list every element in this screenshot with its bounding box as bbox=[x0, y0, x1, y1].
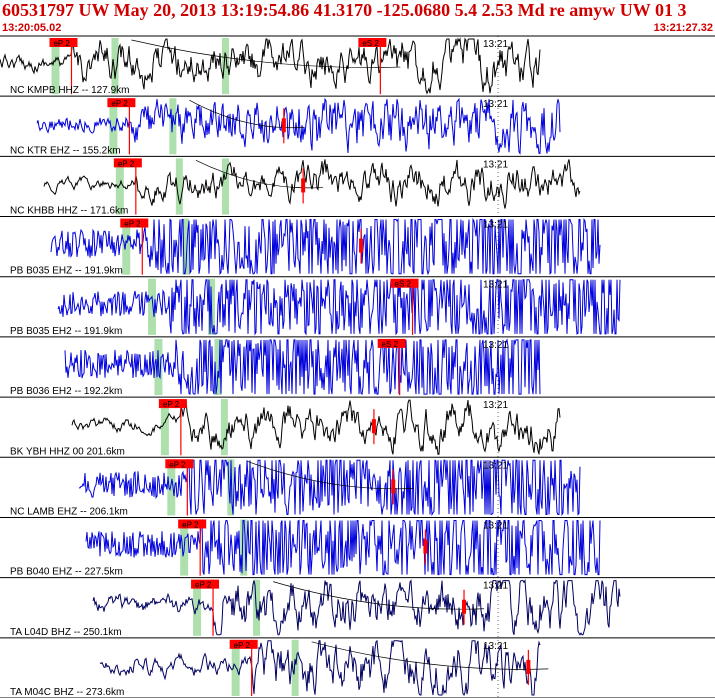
station-label: NC LAMB EHZ -- 206.1km bbox=[10, 506, 128, 517]
p-pick-flag bbox=[49, 38, 78, 47]
p-pick-label: eP 2 bbox=[111, 99, 128, 108]
waveform-trace bbox=[64, 338, 541, 395]
event-header-title: 60531797 UW May 20, 2013 13:19:54.86 41.… bbox=[2, 0, 687, 20]
s-pick-marker bbox=[423, 539, 428, 554]
station-label: BK YBH HHZ 00 201.6km bbox=[10, 446, 125, 457]
p-pick-label: eP 2 bbox=[53, 39, 70, 48]
time-tick-label: 13:21 bbox=[483, 641, 508, 652]
station-label: NC KMPB HHZ -- 127.9km bbox=[10, 85, 129, 96]
start-time-label: 13:20:05.02 bbox=[2, 22, 62, 34]
p-pick-label: eP 2 bbox=[195, 581, 212, 590]
coda-window bbox=[291, 639, 299, 696]
coda-window bbox=[214, 338, 222, 396]
time-tick-label: 13:21 bbox=[483, 400, 508, 411]
coda-fit-curve bbox=[195, 160, 324, 189]
s-pick-marker bbox=[391, 479, 396, 494]
p-window bbox=[109, 98, 118, 155]
waveform-trace bbox=[92, 578, 621, 636]
p-pick-flag bbox=[107, 98, 136, 108]
time-tick-label: 13:21 bbox=[483, 460, 508, 471]
p-window bbox=[115, 158, 124, 215]
p-pick-label: eP 2 bbox=[118, 159, 135, 168]
coda-window bbox=[182, 218, 190, 275]
p-window bbox=[51, 38, 60, 95]
time-tick-label: 13:21 bbox=[483, 39, 508, 50]
p-window bbox=[231, 639, 240, 696]
s-pick-flag bbox=[390, 278, 419, 288]
s-pick-marker bbox=[359, 238, 364, 253]
waveform-trace bbox=[36, 97, 561, 155]
coda-fit-curve bbox=[272, 581, 485, 610]
s-pick-flag bbox=[358, 38, 387, 47]
coda-fit-curve bbox=[189, 99, 304, 129]
waveform-trace bbox=[71, 399, 561, 455]
s-pick-marker bbox=[371, 419, 376, 434]
coda-fit-curve bbox=[131, 39, 401, 68]
p-window bbox=[167, 459, 176, 516]
s-pick-label: eS 2 bbox=[362, 39, 379, 48]
p-pick-flag bbox=[191, 579, 220, 589]
p-pick-label: eP 2 bbox=[124, 220, 141, 229]
p-pick-label: eP 2 bbox=[182, 520, 199, 529]
p-pick-label: eP 2 bbox=[169, 460, 186, 469]
waveform-trace bbox=[0, 37, 541, 95]
p-window bbox=[148, 278, 157, 335]
p-window bbox=[122, 218, 131, 275]
p-pick-label: eP 2 bbox=[234, 641, 251, 650]
coda-window bbox=[111, 38, 119, 95]
s-pick-label: eS 2 bbox=[395, 280, 412, 289]
s-pick-marker bbox=[281, 118, 286, 133]
p-pick-flag bbox=[120, 218, 149, 228]
p-pick-label: eP 2 bbox=[163, 400, 180, 409]
time-tick-label: 13:21 bbox=[483, 520, 508, 531]
waveform-trace bbox=[99, 639, 541, 697]
s-pick-marker bbox=[526, 659, 531, 674]
p-pick-flag bbox=[165, 459, 194, 469]
p-pick-flag bbox=[178, 519, 207, 529]
coda-window bbox=[169, 98, 177, 155]
station-label: NC KHBB HHZ -- 171.6km bbox=[10, 206, 128, 217]
station-label: NC KTR EHZ -- 155.2km bbox=[10, 145, 121, 156]
p-pick-flag bbox=[113, 158, 142, 168]
time-tick-label: 13:21 bbox=[483, 220, 508, 231]
time-tick-label: 13:21 bbox=[483, 581, 508, 592]
waveform-trace bbox=[85, 518, 601, 576]
s-pick-marker bbox=[462, 599, 467, 614]
s-pick-label: eS 2 bbox=[382, 340, 399, 349]
s-pick-flag bbox=[377, 338, 406, 348]
coda-window bbox=[240, 519, 248, 576]
p-pick-flag bbox=[229, 639, 258, 649]
station-label: TA M04C BHZ -- 273.6km bbox=[10, 687, 124, 698]
time-tick-label: 13:21 bbox=[483, 99, 508, 110]
coda-window bbox=[220, 399, 228, 456]
s-pick-marker bbox=[301, 178, 306, 193]
waveform-trace bbox=[57, 279, 621, 336]
waveform-trace bbox=[43, 159, 581, 209]
station-label: PB B035 EH2 -- 191.9km bbox=[10, 326, 122, 337]
time-tick-label: 13:21 bbox=[483, 280, 508, 291]
waveform-trace bbox=[78, 459, 581, 517]
coda-window bbox=[175, 158, 183, 215]
station-label: PB B036 EH2 -- 192.2km bbox=[10, 386, 122, 397]
station-label: PB B035 EHZ -- 191.9km bbox=[10, 266, 123, 277]
p-pick-flag bbox=[158, 399, 187, 409]
coda-window bbox=[222, 38, 229, 95]
station-label: PB B040 EHZ -- 227.5km bbox=[10, 567, 123, 578]
time-tick-label: 13:21 bbox=[483, 159, 508, 170]
coda-window bbox=[222, 158, 229, 215]
time-tick-label: 13:21 bbox=[483, 340, 508, 351]
station-label: TA L04D BHZ -- 250.1km bbox=[10, 627, 122, 638]
p-window bbox=[160, 399, 169, 456]
coda-fit-curve bbox=[311, 641, 549, 670]
end-time-label: 13:21:27.32 bbox=[653, 22, 713, 34]
